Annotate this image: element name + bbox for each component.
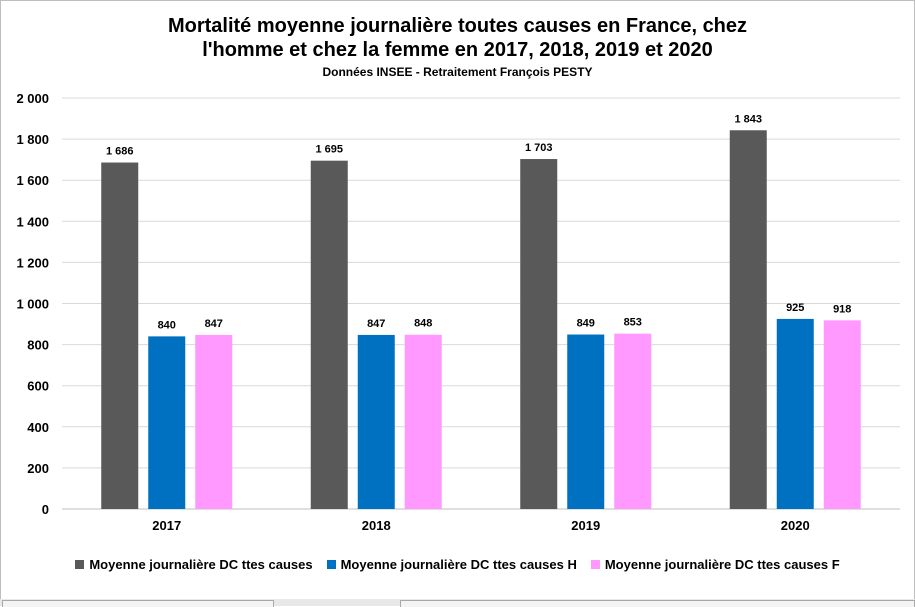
data-label: 849	[577, 318, 595, 330]
bottom-tab-left[interactable]	[2, 600, 274, 607]
legend-swatch-women	[590, 560, 600, 569]
x-tick-label: 2018	[362, 518, 391, 533]
bar	[614, 333, 652, 509]
legend-swatch-men	[326, 560, 336, 569]
y-tick-label: 1 600	[16, 173, 49, 188]
bar	[101, 162, 139, 510]
data-label: 1 686	[106, 146, 134, 158]
data-label: 848	[414, 318, 432, 330]
data-label: 1 695	[315, 144, 343, 156]
chart-legend: Moyenne journalière DC ttes causes Moyen…	[0, 557, 915, 572]
data-label: 918	[833, 303, 851, 315]
y-tick-label: 800	[27, 338, 49, 353]
data-label: 853	[624, 317, 642, 329]
legend-label-total: Moyenne journalière DC ttes causes	[89, 557, 313, 572]
bar	[357, 334, 395, 509]
y-tick-label: 1 000	[16, 297, 49, 312]
data-label: 840	[158, 319, 176, 331]
chart-title-block: Mortalité moyenne journalière toutes cau…	[0, 14, 915, 80]
bar	[776, 318, 814, 509]
data-label: 847	[205, 318, 223, 330]
legend-label-men: Moyenne journalière DC ttes causes H	[340, 557, 577, 572]
chart-title-line-2: l'homme et chez la femme en 2017, 2018, …	[202, 39, 713, 61]
y-tick-label: 2 000	[16, 91, 49, 106]
bar	[148, 336, 186, 509]
legend-item-women: Moyenne journalière DC ttes causes F	[590, 557, 840, 572]
chart-subtitle: Données INSEE - Retraitement François PE…	[322, 65, 593, 79]
y-tick-label: 600	[27, 379, 49, 394]
bar	[567, 334, 605, 509]
y-tick-label: 200	[27, 461, 49, 476]
bar	[310, 160, 348, 510]
y-tick-label: 400	[27, 420, 49, 435]
y-tick-label: 0	[42, 502, 49, 517]
legend-item-total: Moyenne journalière DC ttes causes	[75, 557, 313, 572]
legend-swatch-total	[75, 560, 85, 569]
bottom-strip	[0, 599, 915, 607]
chart-title-line-1: Mortalité moyenne journalière toutes cau…	[167, 15, 748, 37]
x-tick-label: 2017	[152, 518, 181, 533]
data-label: 847	[367, 318, 385, 330]
bar	[729, 130, 767, 510]
x-tick-label: 2019	[571, 518, 600, 533]
legend-label-women: Moyenne journalière DC ttes causes F	[604, 557, 840, 572]
y-tick-label: 1 800	[16, 132, 49, 147]
data-label: 1 703	[525, 142, 553, 154]
bar	[404, 334, 442, 509]
bar	[823, 320, 861, 509]
bar	[195, 334, 233, 509]
x-tick-label: 2020	[781, 518, 810, 533]
y-tick-label: 1 200	[16, 255, 49, 270]
bar	[520, 159, 558, 509]
data-label: 925	[786, 302, 804, 314]
legend-item-men: Moyenne journalière DC ttes causes H	[326, 557, 577, 572]
data-label: 1 843	[734, 113, 762, 125]
y-tick-label: 1 400	[16, 214, 49, 229]
